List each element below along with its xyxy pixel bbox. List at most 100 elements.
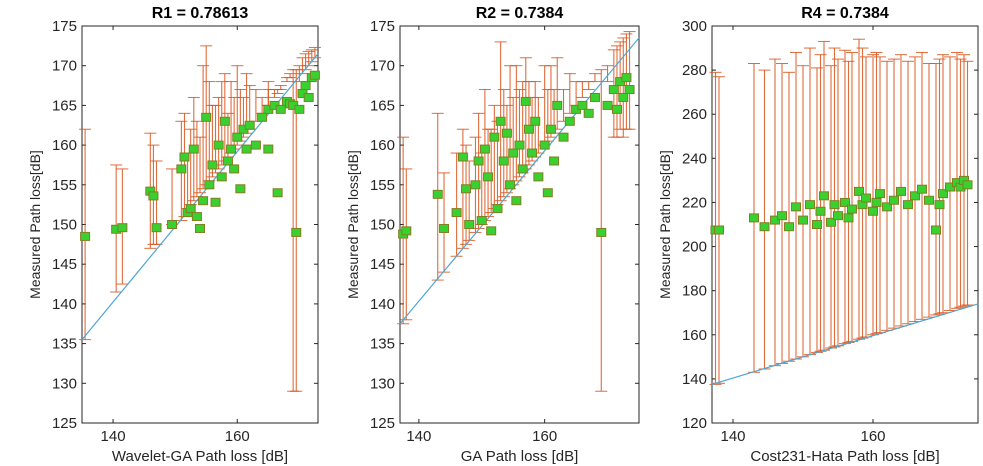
data-point (549, 156, 560, 166)
data-point (533, 172, 544, 182)
data-point (530, 116, 541, 126)
data-point (489, 132, 500, 142)
data-point (185, 204, 196, 214)
data-point (917, 184, 927, 194)
data-point (508, 148, 519, 158)
data-point (300, 81, 311, 91)
y-tick-label: 165 (370, 97, 395, 114)
y-tick-label: 260 (682, 106, 707, 123)
data-point (303, 92, 314, 102)
x-tick-label: 160 (860, 428, 885, 445)
y-tick-label: 140 (682, 371, 707, 388)
y-tick-label: 160 (370, 137, 395, 154)
data-point (476, 216, 487, 226)
subplot-3: 120 140 160 180 200 220 240 260 280 300 140 160 R4 =… (657, 5, 979, 465)
data-point (176, 164, 187, 174)
y-tick-label: 160 (682, 327, 707, 344)
y-axis-label: Measured Path loss[dB] (27, 150, 43, 299)
plot-area (399, 25, 640, 424)
y-tick-label: 200 (682, 239, 707, 256)
data-point (495, 116, 506, 126)
data-point (558, 132, 569, 142)
data-point (473, 156, 484, 166)
y-axis-label: Measured Path loss[dB] (345, 150, 361, 299)
y-tick-label: 165 (52, 97, 77, 114)
data-point (583, 108, 594, 118)
subplot-2: 125 130 135 140 145 150 155 160 165 170 175 140 160 R… (345, 5, 640, 465)
data-point (931, 225, 941, 235)
y-tick-label: 180 (682, 283, 707, 300)
data-point (148, 191, 159, 201)
data-point (618, 92, 629, 102)
data-point (875, 189, 885, 199)
y-axis-label: Measured Path loss[dB] (657, 150, 673, 299)
data-point (791, 202, 801, 212)
data-point (167, 220, 178, 229)
data-point (596, 227, 607, 237)
data-point (213, 140, 224, 150)
data-point (464, 220, 475, 229)
y-tick-label: 300 (682, 18, 707, 35)
fit-line (711, 303, 979, 385)
chart-title: R4 = 0.7384 (801, 5, 889, 22)
data-point (621, 73, 632, 83)
data-point (195, 223, 205, 233)
data-point (805, 200, 815, 210)
data-point (250, 140, 261, 150)
y-tick-label: 125 (52, 415, 77, 432)
x-axis-label: Wavelet-GA Path loss [dB] (112, 448, 288, 465)
y-tick-label: 160 (52, 137, 77, 154)
y-tick-label: 130 (370, 375, 395, 392)
y-tick-label: 120 (682, 415, 707, 432)
data-point (511, 196, 522, 206)
y-tick-label: 175 (52, 18, 77, 35)
y-tick-label: 240 (682, 150, 707, 167)
y-tick-label: 135 (370, 336, 395, 353)
data-point (517, 164, 528, 174)
data-point (291, 227, 302, 237)
y-tick-label: 150 (370, 217, 395, 234)
data-point (309, 70, 320, 80)
data-point (871, 197, 882, 207)
data-point (962, 180, 973, 190)
data-point (934, 200, 945, 210)
data-point (401, 226, 412, 236)
y-tick-label: 130 (52, 375, 77, 392)
data-point (235, 184, 246, 194)
data-point (191, 212, 202, 222)
data-point (210, 197, 221, 207)
fit-line (399, 37, 640, 325)
data-point (501, 128, 512, 138)
data-point (784, 222, 794, 232)
data-point (542, 188, 553, 198)
data-point (226, 144, 237, 154)
data-point (527, 148, 538, 158)
x-tick-label: 140 (720, 428, 745, 445)
data-point (523, 124, 534, 134)
data-point (815, 206, 826, 216)
data-point (564, 116, 575, 126)
data-point (492, 204, 503, 214)
data-point (461, 184, 472, 194)
data-point (275, 104, 286, 114)
data-point (829, 200, 840, 210)
data-point (759, 222, 770, 232)
data-point (457, 152, 468, 162)
data-point (117, 223, 128, 233)
y-tick-label: 170 (370, 58, 395, 75)
data-point (798, 215, 808, 225)
x-tick-label: 140 (101, 428, 126, 445)
data-point (777, 211, 787, 221)
data-point (889, 195, 899, 205)
data-point (577, 100, 588, 110)
data-point (241, 144, 252, 154)
y-tick-label: 280 (682, 62, 707, 79)
data-point (749, 213, 759, 223)
y-tick-label: 145 (370, 256, 395, 273)
data-point (589, 92, 600, 102)
x-tick-label: 160 (532, 428, 557, 445)
data-point (219, 116, 230, 126)
y-tick-label: 140 (370, 296, 395, 313)
data-point (257, 112, 268, 122)
